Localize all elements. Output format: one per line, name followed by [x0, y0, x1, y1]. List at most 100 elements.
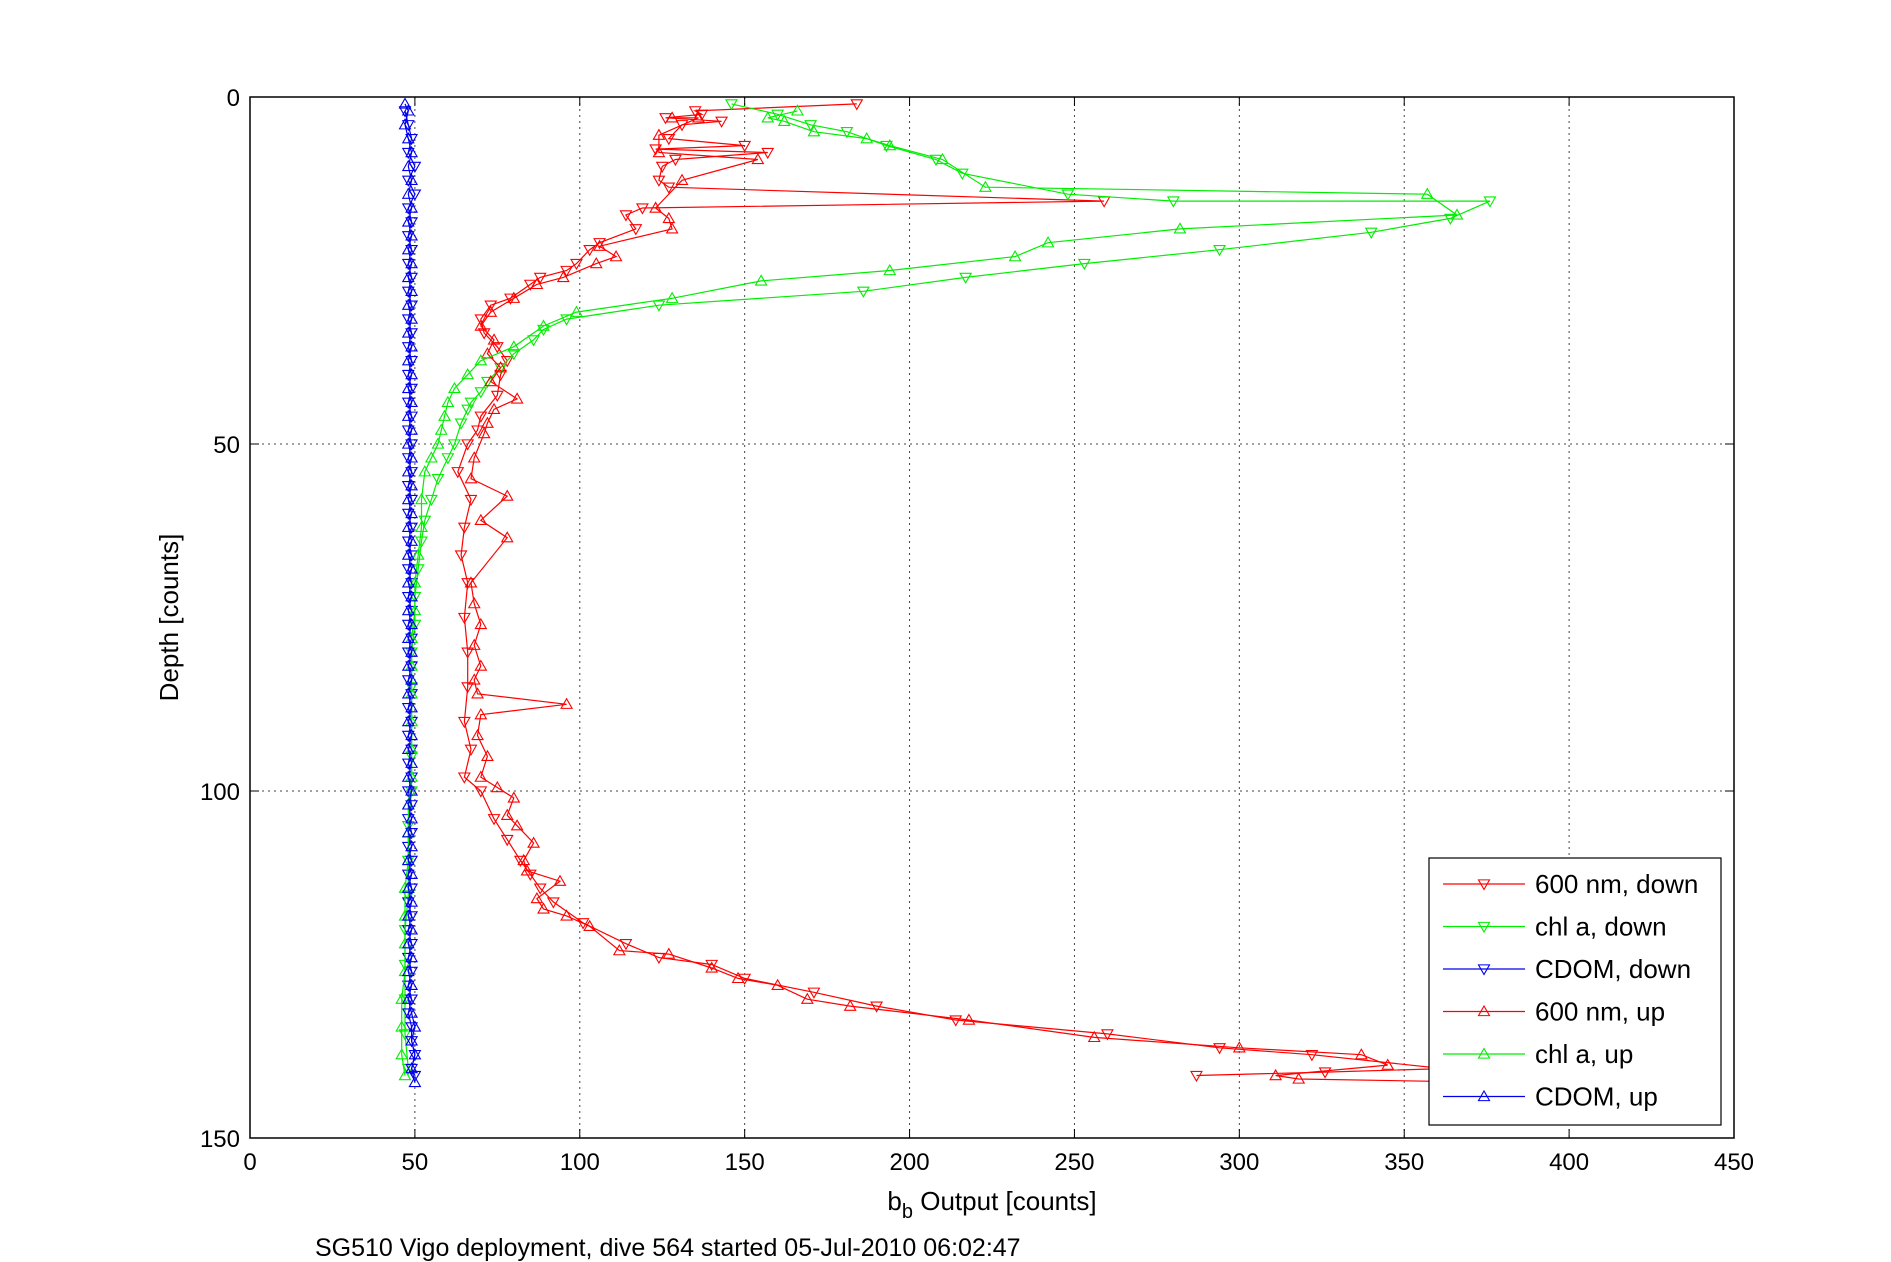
data-point: [560, 314, 574, 326]
data-point: [467, 673, 481, 685]
data-point: [408, 1020, 422, 1032]
data-point: [405, 1034, 419, 1046]
data-point: [652, 175, 666, 187]
data-point: [431, 474, 445, 486]
data-point: [408, 1048, 422, 1060]
data-point: [494, 369, 508, 382]
data-point: [655, 161, 669, 174]
data-point: [665, 291, 679, 303]
x-tick-label: 100: [560, 1149, 600, 1176]
data-point: [583, 245, 597, 257]
data-point: [405, 506, 419, 519]
data-point: [424, 494, 438, 507]
data-point: [1087, 1030, 1101, 1043]
data-point: [405, 617, 419, 630]
data-point: [474, 354, 488, 366]
data-point: [1318, 1067, 1332, 1079]
data-point: [510, 819, 524, 831]
data-point: [401, 992, 415, 1004]
data-point: [457, 772, 471, 784]
data-point: [1077, 258, 1091, 271]
data-point: [408, 1050, 422, 1062]
legend-entry: 600 nm, down: [1443, 869, 1698, 899]
data-point: [480, 416, 494, 428]
data-point: [405, 145, 419, 158]
data-point: [405, 812, 419, 824]
data-point: [507, 291, 521, 303]
data-point: [662, 947, 676, 959]
data-point: [652, 145, 666, 158]
data-point: [527, 335, 541, 347]
data-point: [401, 659, 415, 671]
data-point: [405, 923, 419, 935]
data-point: [405, 673, 419, 685]
data-point: [401, 742, 415, 755]
data-point: [949, 1015, 963, 1027]
data-point: [401, 492, 415, 505]
data-point: [405, 423, 419, 435]
legend-entry: CDOM, down: [1443, 954, 1691, 984]
data-point: [457, 522, 471, 534]
data-point: [431, 437, 445, 449]
data-point: [405, 451, 419, 463]
data-point: [411, 548, 425, 560]
data-point: [583, 919, 597, 932]
legend-label: 600 nm, down: [1535, 869, 1698, 899]
data-point: [405, 367, 419, 380]
data-point: [405, 1063, 419, 1076]
data-point: [560, 909, 574, 921]
series-5: [398, 97, 422, 1088]
data-point: [609, 250, 623, 262]
data-point: [629, 224, 643, 236]
data-point: [401, 576, 415, 588]
data-point: [405, 1036, 419, 1048]
data-point: [401, 437, 415, 449]
data-point: [401, 714, 415, 727]
data-point: [467, 597, 481, 609]
data-point: [405, 173, 419, 185]
data-point: [652, 300, 666, 312]
data-point: [804, 120, 818, 132]
data-point: [1483, 196, 1497, 208]
data-point: [589, 256, 603, 269]
legend-label: chl a, up: [1535, 1039, 1633, 1069]
data-point: [1305, 1050, 1319, 1062]
data-point: [530, 277, 544, 290]
data-point: [500, 531, 514, 543]
legend-box: [1428, 857, 1722, 1126]
data-point: [401, 1008, 415, 1020]
data-point: [395, 1048, 409, 1060]
data-point: [761, 147, 775, 160]
data-point: [490, 342, 504, 354]
data-point: [405, 562, 419, 574]
series-line: [404, 103, 416, 1083]
data-point: [1232, 1041, 1246, 1053]
legend-entry: chl a, up: [1443, 1039, 1633, 1069]
y-axis-label: Depth [counts]: [154, 534, 184, 702]
data-point: [1190, 1070, 1203, 1083]
data-point: [705, 961, 719, 973]
data-point: [424, 451, 438, 463]
data-point: [408, 619, 422, 632]
data-point: [464, 576, 478, 588]
data-point: [461, 404, 475, 416]
data-point: [474, 319, 488, 331]
data-point: [517, 853, 531, 866]
data-point: [408, 603, 422, 616]
data-point: [662, 133, 676, 146]
data-point: [959, 272, 973, 285]
legend-marker: [1477, 921, 1491, 934]
data-point: [715, 116, 729, 128]
data-point: [451, 467, 465, 479]
data-point: [467, 638, 481, 650]
data-point: [405, 590, 419, 602]
data-point: [401, 326, 415, 338]
x-tick-label: 400: [1549, 1149, 1589, 1176]
data-point: [936, 152, 949, 165]
data-point: [546, 897, 560, 909]
data-point: [441, 453, 455, 465]
data-point: [401, 853, 415, 866]
data-point: [461, 439, 475, 451]
data-point: [860, 132, 874, 144]
data-point: [688, 106, 702, 118]
